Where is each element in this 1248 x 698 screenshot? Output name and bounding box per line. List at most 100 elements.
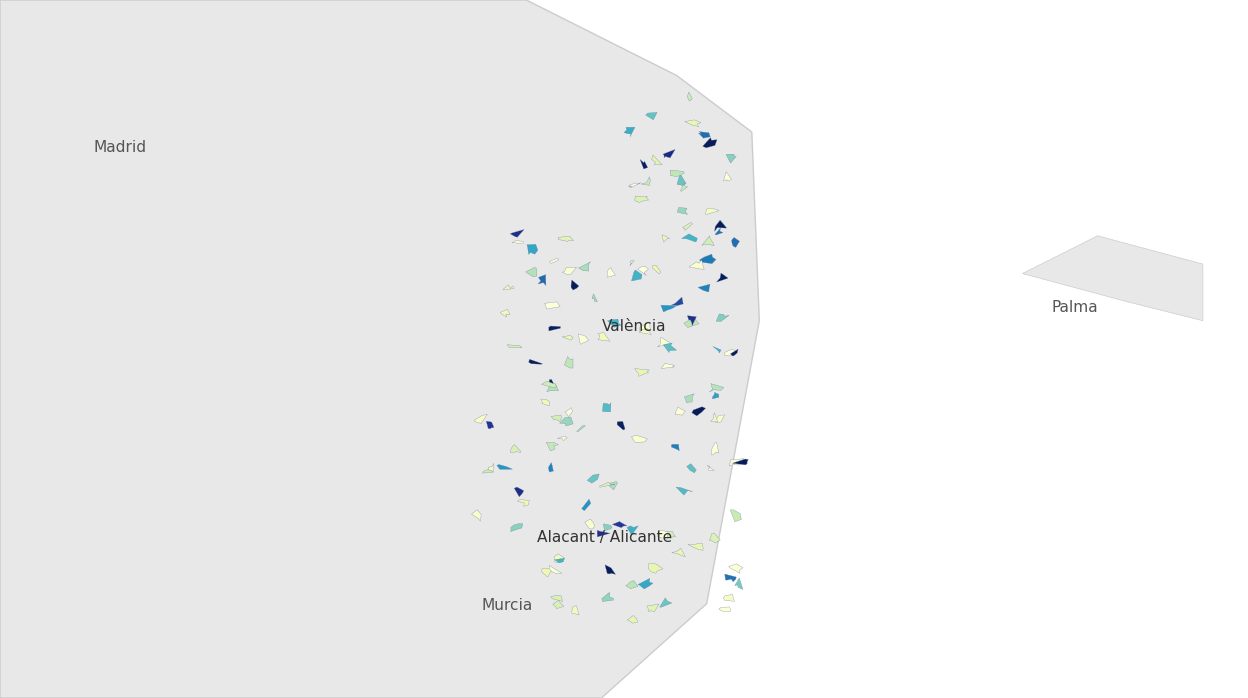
- Polygon shape: [607, 267, 615, 277]
- Polygon shape: [699, 132, 710, 138]
- Polygon shape: [663, 149, 675, 158]
- Polygon shape: [544, 302, 560, 309]
- Polygon shape: [688, 92, 693, 101]
- Polygon shape: [661, 235, 670, 242]
- Polygon shape: [638, 579, 653, 589]
- Polygon shape: [585, 519, 594, 529]
- Polygon shape: [648, 604, 659, 612]
- Polygon shape: [671, 445, 679, 451]
- Polygon shape: [731, 237, 740, 247]
- Polygon shape: [558, 436, 568, 440]
- Polygon shape: [670, 170, 684, 177]
- Polygon shape: [602, 593, 614, 602]
- Polygon shape: [715, 220, 726, 232]
- Polygon shape: [553, 600, 564, 609]
- Text: Alacant / Alicante: Alacant / Alicante: [537, 530, 671, 545]
- Polygon shape: [608, 482, 618, 490]
- Polygon shape: [689, 260, 704, 269]
- Polygon shape: [648, 563, 663, 573]
- Polygon shape: [683, 223, 693, 230]
- Polygon shape: [700, 254, 716, 264]
- Polygon shape: [538, 274, 545, 285]
- Polygon shape: [630, 260, 634, 265]
- Polygon shape: [653, 265, 660, 274]
- Polygon shape: [658, 337, 671, 347]
- Polygon shape: [552, 415, 562, 422]
- Polygon shape: [661, 305, 676, 312]
- Polygon shape: [554, 554, 564, 563]
- Polygon shape: [549, 258, 559, 263]
- Polygon shape: [559, 417, 573, 426]
- Polygon shape: [713, 346, 721, 353]
- Polygon shape: [512, 240, 524, 244]
- Polygon shape: [510, 445, 520, 452]
- Polygon shape: [708, 466, 714, 470]
- Polygon shape: [0, 0, 759, 698]
- Polygon shape: [634, 369, 649, 376]
- Polygon shape: [542, 568, 553, 577]
- Polygon shape: [716, 273, 728, 282]
- Text: Murcia: Murcia: [480, 598, 533, 613]
- Polygon shape: [514, 487, 524, 497]
- Polygon shape: [1022, 236, 1203, 320]
- Polygon shape: [554, 558, 564, 563]
- Polygon shape: [529, 359, 543, 364]
- Polygon shape: [572, 606, 579, 615]
- Polygon shape: [701, 236, 714, 246]
- Polygon shape: [547, 384, 559, 392]
- Polygon shape: [724, 594, 735, 601]
- Polygon shape: [474, 414, 487, 424]
- Polygon shape: [603, 403, 612, 412]
- Polygon shape: [678, 207, 688, 214]
- Polygon shape: [548, 463, 553, 472]
- Polygon shape: [735, 578, 743, 589]
- Polygon shape: [578, 262, 590, 271]
- Polygon shape: [663, 343, 676, 352]
- Polygon shape: [719, 607, 730, 611]
- Polygon shape: [729, 564, 743, 573]
- Text: Palma: Palma: [1052, 300, 1098, 315]
- Polygon shape: [725, 574, 736, 581]
- Polygon shape: [684, 394, 694, 403]
- Polygon shape: [565, 408, 573, 417]
- Polygon shape: [640, 159, 648, 169]
- Polygon shape: [675, 407, 685, 415]
- Polygon shape: [617, 422, 625, 430]
- Polygon shape: [729, 459, 744, 466]
- Polygon shape: [645, 112, 658, 120]
- Polygon shape: [572, 280, 579, 290]
- Polygon shape: [605, 565, 615, 574]
- Polygon shape: [549, 326, 560, 331]
- Polygon shape: [527, 244, 538, 254]
- Polygon shape: [631, 436, 648, 443]
- Polygon shape: [724, 172, 731, 181]
- Polygon shape: [680, 183, 688, 191]
- Polygon shape: [547, 443, 558, 451]
- Polygon shape: [703, 138, 718, 148]
- Polygon shape: [488, 463, 494, 471]
- Polygon shape: [698, 284, 710, 292]
- Polygon shape: [558, 237, 574, 242]
- Polygon shape: [715, 228, 723, 235]
- Polygon shape: [709, 533, 720, 543]
- Polygon shape: [525, 267, 537, 277]
- Polygon shape: [507, 345, 522, 348]
- Polygon shape: [658, 530, 668, 540]
- Polygon shape: [629, 183, 640, 188]
- Polygon shape: [684, 317, 699, 327]
- Polygon shape: [631, 270, 641, 281]
- Polygon shape: [562, 336, 573, 340]
- Polygon shape: [660, 597, 671, 607]
- Polygon shape: [691, 407, 705, 416]
- Polygon shape: [686, 463, 696, 473]
- Polygon shape: [641, 177, 650, 186]
- Polygon shape: [588, 474, 599, 483]
- Polygon shape: [724, 349, 736, 356]
- Text: València: València: [603, 319, 666, 334]
- Polygon shape: [613, 521, 628, 528]
- Polygon shape: [550, 595, 563, 602]
- Text: Madrid: Madrid: [94, 140, 147, 155]
- Polygon shape: [635, 196, 649, 202]
- Polygon shape: [483, 469, 493, 473]
- Polygon shape: [709, 384, 724, 392]
